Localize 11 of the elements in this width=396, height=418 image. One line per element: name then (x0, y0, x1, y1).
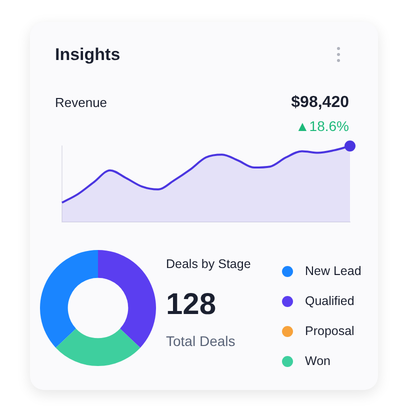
legend-label: New Lead (305, 264, 362, 278)
text: ▲18.6% (295, 118, 349, 134)
legend-label: Won (305, 354, 330, 368)
legend-label: Proposal (305, 324, 354, 338)
text: Deals by Stage (166, 257, 251, 271)
text: 128 (166, 288, 216, 322)
text: $98,420 (291, 94, 349, 112)
text: Total Deals (166, 333, 236, 349)
chart-title: Insights (55, 45, 120, 65)
legend-label: Qualified (305, 294, 354, 308)
chart-subtitle: Revenue (55, 95, 108, 110)
